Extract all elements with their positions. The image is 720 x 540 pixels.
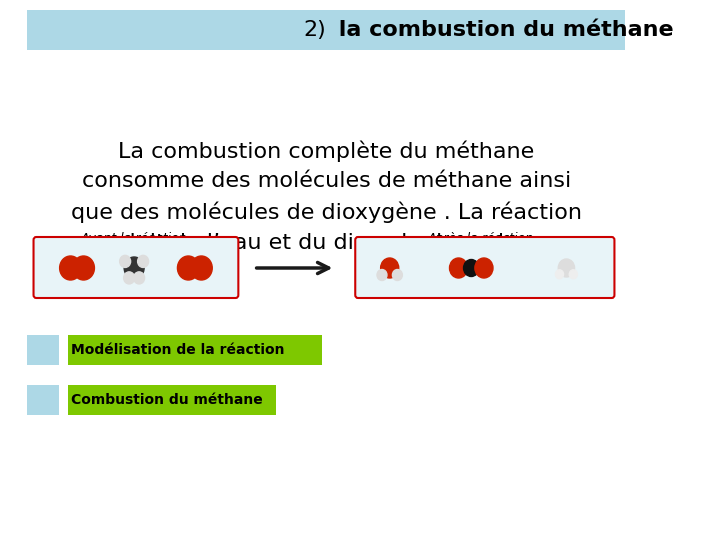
Circle shape (120, 255, 130, 267)
Circle shape (558, 259, 575, 277)
Circle shape (134, 272, 145, 284)
FancyBboxPatch shape (27, 10, 625, 50)
Circle shape (124, 272, 135, 284)
Circle shape (73, 256, 94, 280)
Circle shape (60, 256, 81, 280)
Circle shape (475, 258, 493, 278)
Text: Modélisation de la réaction: Modélisation de la réaction (71, 343, 284, 357)
Circle shape (191, 256, 212, 280)
Text: Après la réaction: Après la réaction (427, 232, 534, 245)
Circle shape (449, 258, 467, 278)
FancyBboxPatch shape (68, 335, 322, 365)
FancyBboxPatch shape (34, 237, 238, 298)
Circle shape (138, 255, 148, 267)
Circle shape (464, 260, 479, 276)
Text: La combustion complète du méthane
consomme des molécules de méthane ainsi
que de: La combustion complète du méthane consom… (71, 140, 582, 253)
Text: Combustion du méthane: Combustion du méthane (71, 393, 262, 407)
FancyBboxPatch shape (27, 335, 59, 365)
Text: 2): 2) (304, 20, 326, 40)
Circle shape (177, 256, 199, 280)
Circle shape (555, 270, 564, 279)
FancyBboxPatch shape (68, 385, 276, 415)
Circle shape (377, 269, 387, 280)
Circle shape (570, 270, 577, 279)
FancyBboxPatch shape (27, 385, 59, 415)
FancyBboxPatch shape (355, 237, 614, 298)
Text: Avant la réaction: Avant la réaction (81, 232, 187, 245)
Circle shape (381, 258, 399, 278)
Circle shape (392, 269, 402, 280)
Text: la combustion du méthane: la combustion du méthane (330, 20, 673, 40)
Circle shape (124, 257, 144, 279)
